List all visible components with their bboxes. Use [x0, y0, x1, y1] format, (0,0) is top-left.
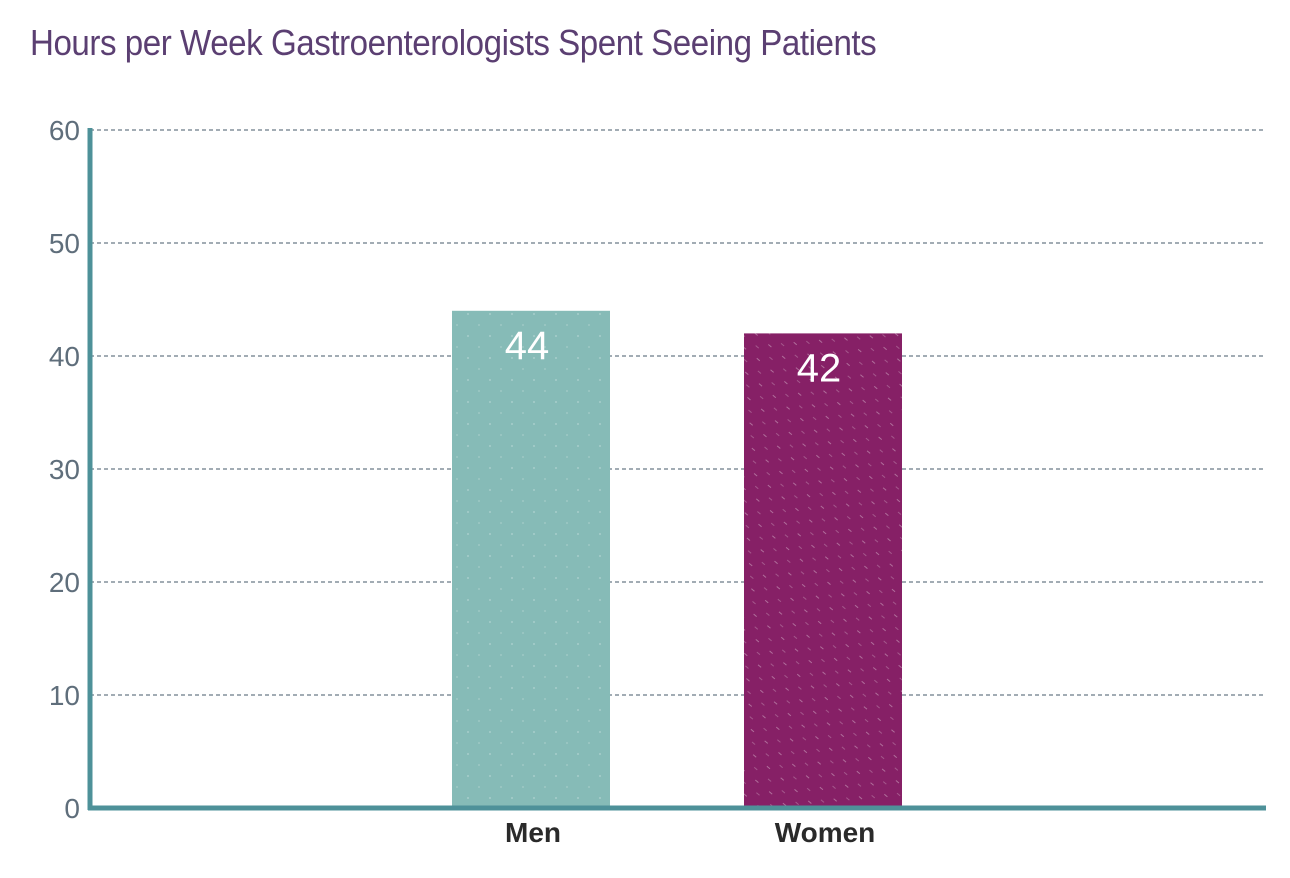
x-category-label: Men	[505, 817, 561, 848]
bar-texture	[744, 333, 902, 808]
labels: 0 10 20 30 40 50 60 44 Men 42 Women	[49, 115, 875, 848]
y-tick-label: 10	[49, 680, 80, 711]
y-tick-label: 50	[49, 228, 80, 259]
y-tick-label: 30	[49, 454, 80, 485]
bars	[452, 310, 902, 808]
data-label: 42	[797, 346, 842, 390]
y-tick-label: 60	[49, 115, 80, 146]
chart-title: Hours per Week Gastroenterologists Spent…	[30, 22, 877, 63]
x-category-label: Women	[775, 817, 876, 848]
axes	[87, 128, 1266, 811]
y-tick-label: 40	[49, 341, 80, 372]
y-tick-label: 20	[49, 567, 80, 598]
data-label: 44	[505, 324, 550, 368]
bar-texture	[452, 310, 610, 808]
grid-lines	[90, 129, 1266, 696]
y-tick-label: 0	[64, 793, 80, 824]
